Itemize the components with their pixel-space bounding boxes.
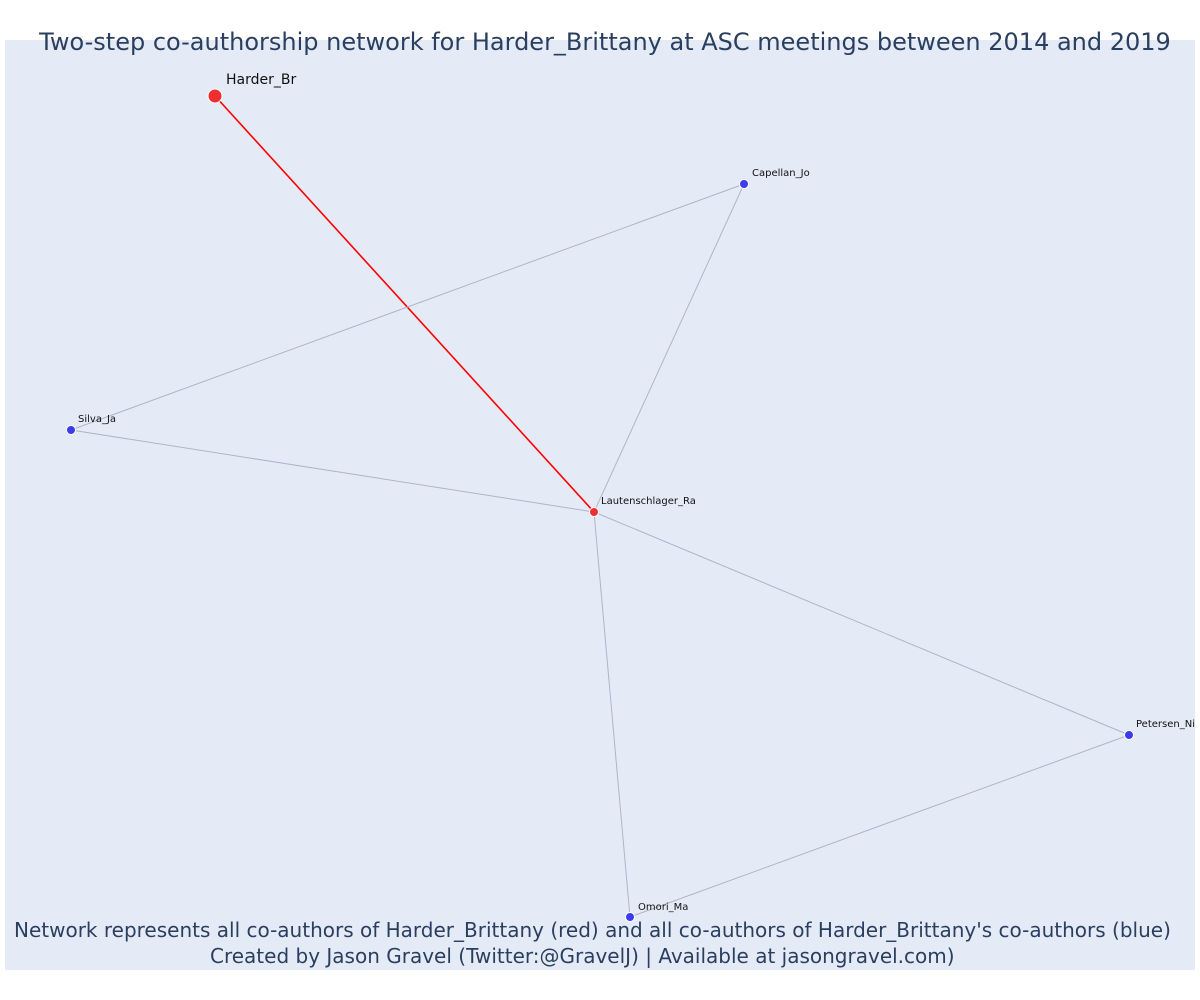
labels-layer: Harder_Br Lautenschlager_Ra Capellan_Jo Sil… xyxy=(78,72,1195,913)
edge-Harder_Br-Lautenschlager_Ra xyxy=(214,95,595,513)
node-label-Petersen_Ni: Petersen_Ni xyxy=(1136,719,1195,730)
footer-note: Network represents all co-authors of Har… xyxy=(14,918,1171,942)
edge-Lautenschlager_Ra-Petersen_Ni xyxy=(593,511,1130,736)
edge-Silva_Ja-Capellan_Jo xyxy=(70,183,745,431)
edge-Lautenschlager_Ra-Capellan_Jo xyxy=(593,183,745,513)
edges-layer xyxy=(70,95,1130,918)
node-Omori_Ma[interactable] xyxy=(625,912,635,922)
network-plot-area xyxy=(5,40,1195,970)
edge-Omori_Ma-Petersen_Ni xyxy=(629,734,1130,918)
footer-credit: Created by Jason Gravel (Twitter:@Gravel… xyxy=(210,944,955,968)
edge-Lautenschlager_Ra-Omori_Ma xyxy=(593,511,631,918)
nodes-layer xyxy=(66,88,1134,922)
chart-title: Two-step co-authorship network for Harde… xyxy=(39,28,1171,56)
node-label-Harder_Br: Harder_Br xyxy=(226,72,296,88)
node-label-Lautenschlager_Ra: Lautenschlager_Ra xyxy=(601,496,696,507)
node-Petersen_Ni[interactable] xyxy=(1124,730,1134,740)
node-Silva_Ja[interactable] xyxy=(66,425,76,435)
edge-Lautenschlager_Ra-Silva_Ja xyxy=(70,429,595,513)
node-label-Capellan_Jo: Capellan_Jo xyxy=(752,168,810,179)
node-label-Omori_Ma: Omori_Ma xyxy=(638,902,688,913)
node-label-Silva_Ja: Silva_Ja xyxy=(78,414,116,425)
node-Capellan_Jo[interactable] xyxy=(739,179,749,189)
node-Lautenschlager_Ra[interactable] xyxy=(589,507,599,517)
node-Harder_Br[interactable] xyxy=(207,88,223,104)
